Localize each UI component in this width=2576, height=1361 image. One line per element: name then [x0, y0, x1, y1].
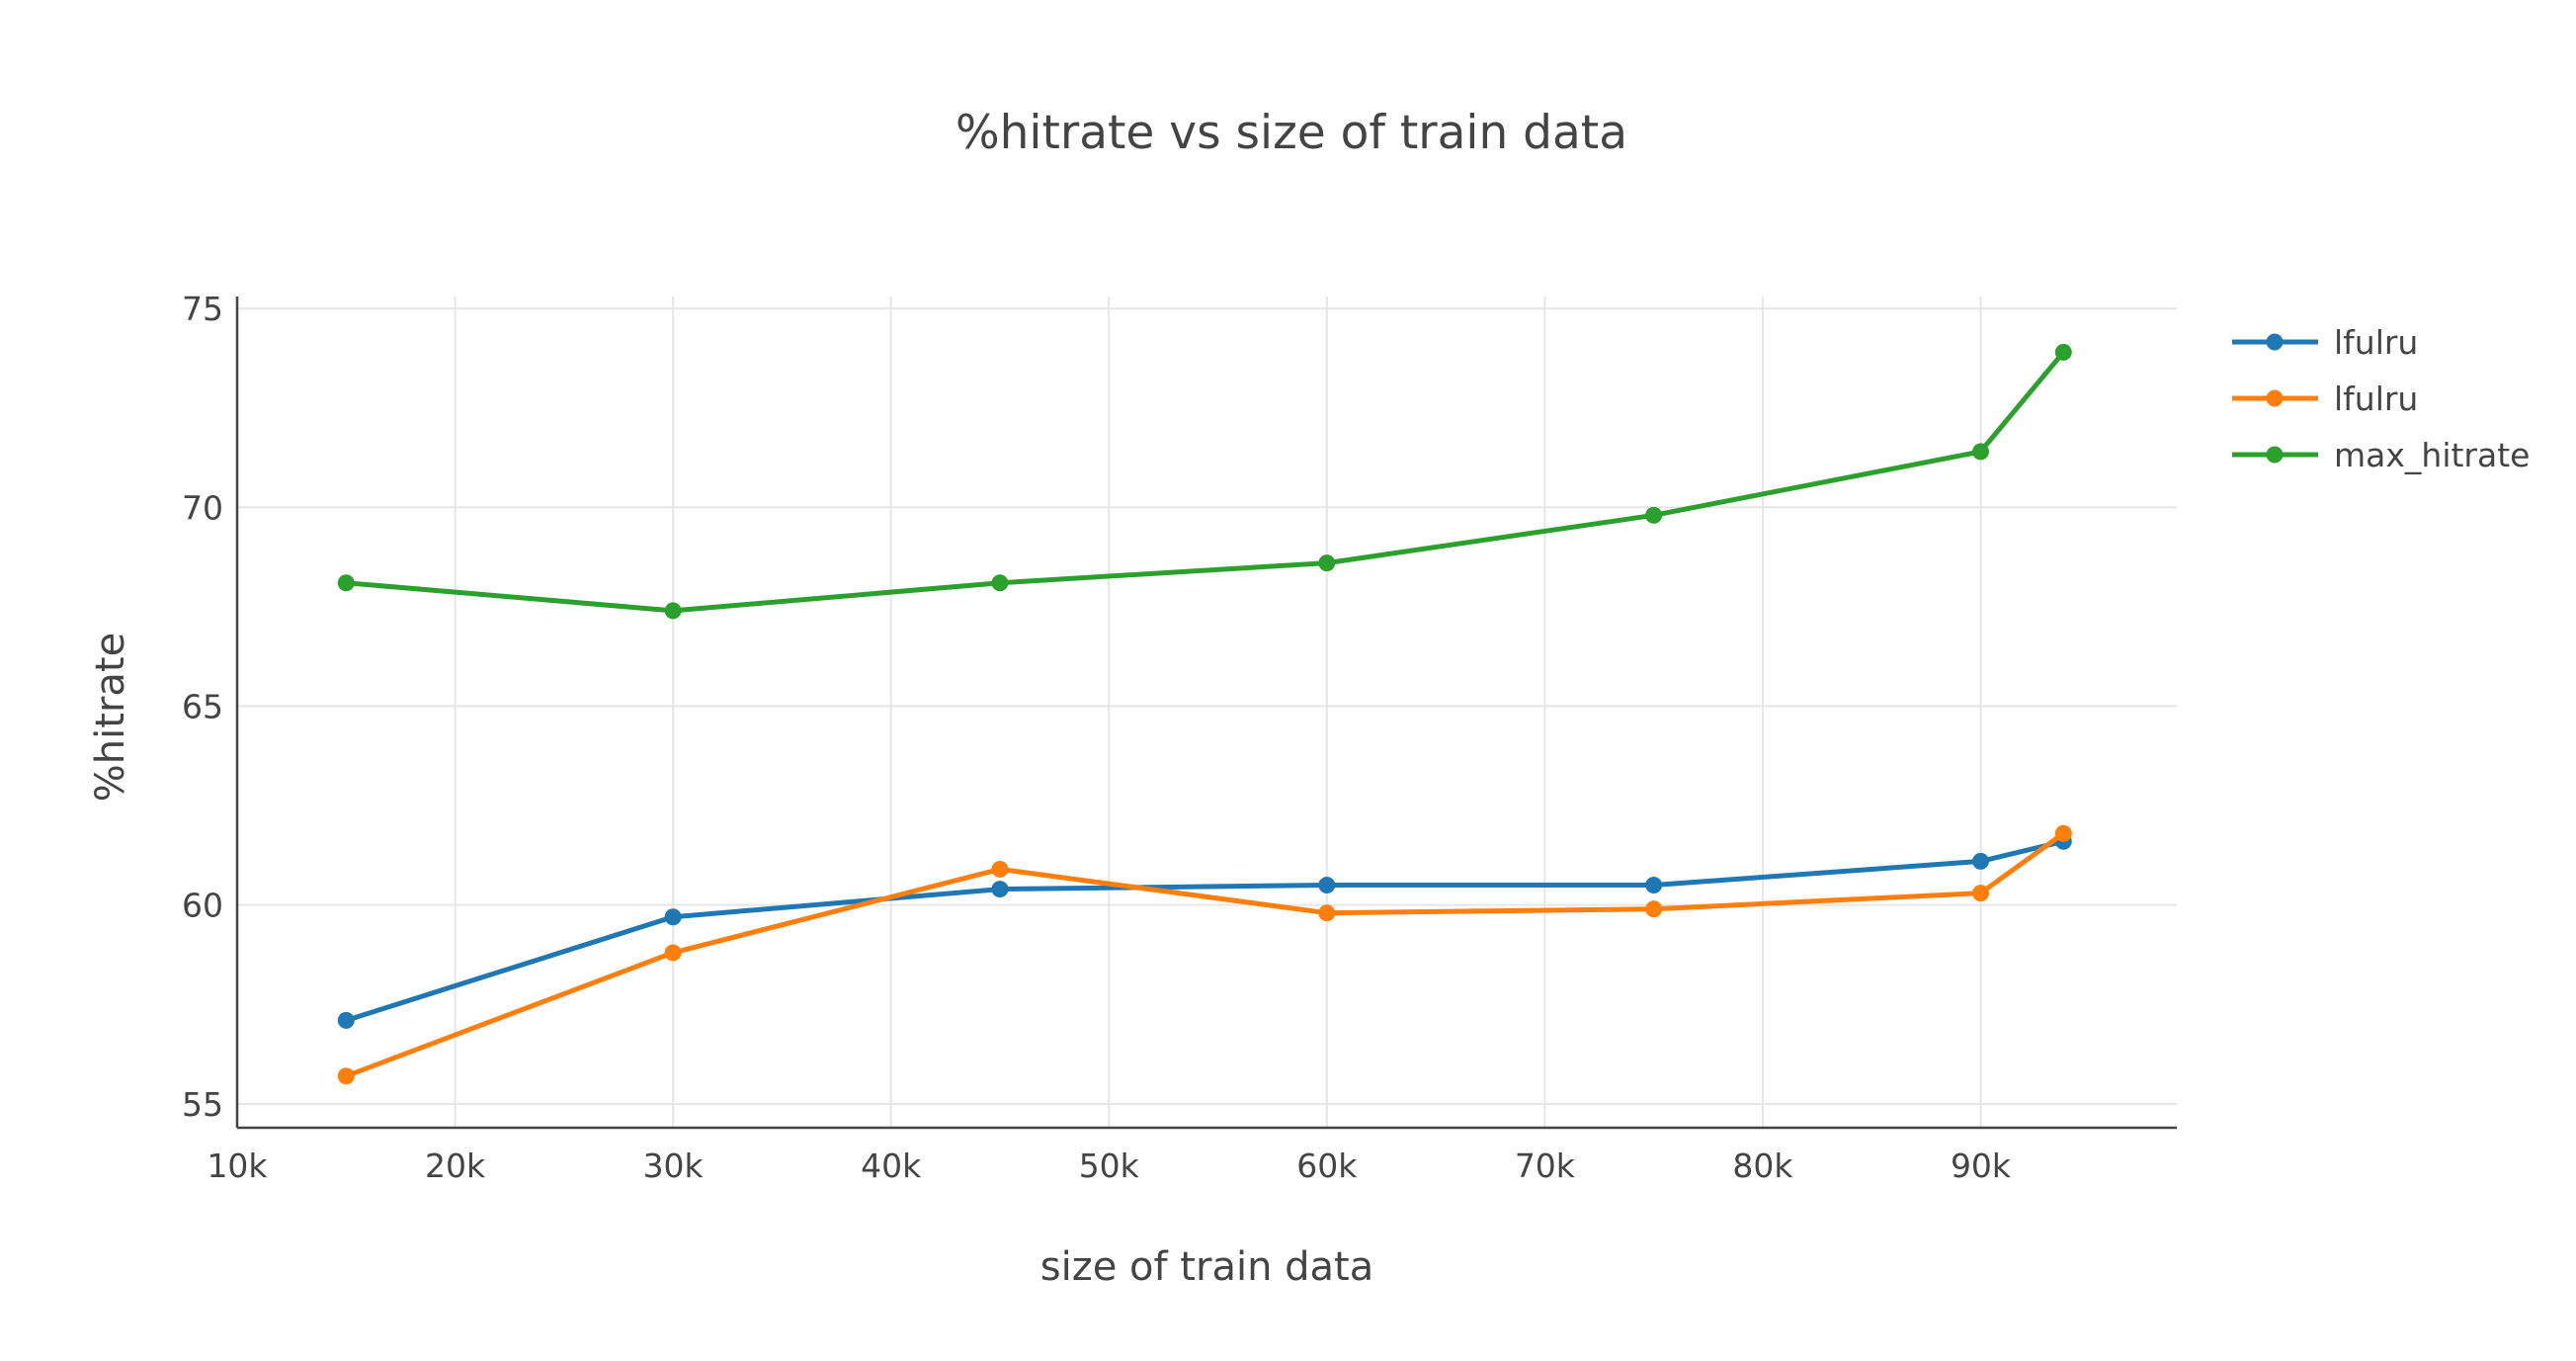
x-axis-title: size of train data — [1040, 1244, 1373, 1290]
legend-label: lfulru — [2334, 380, 2418, 418]
y-axis-title: %hitrate — [88, 633, 133, 802]
data-point[interactable] — [1971, 885, 1989, 902]
x-tick-label: 80k — [1732, 1147, 1793, 1185]
series-2 — [337, 824, 2072, 1085]
data-point[interactable] — [2054, 824, 2072, 842]
legend-label: max_hitrate — [2334, 436, 2530, 474]
legend-label: lfulru — [2334, 323, 2418, 362]
x-tick-label: 20k — [425, 1147, 486, 1185]
data-point[interactable] — [664, 908, 682, 926]
data-point[interactable] — [2054, 343, 2072, 361]
legend-swatch-marker — [2266, 389, 2284, 407]
x-tick-labels: 10k 20k 30k 40k 50k 60k 70k 80k 90k — [207, 1147, 2011, 1185]
data-point[interactable] — [1318, 554, 1336, 572]
y-tick-label: 55 — [182, 1085, 223, 1124]
data-point[interactable] — [991, 881, 1009, 898]
series-3 — [337, 343, 2072, 620]
y-tick-labels: 55 60 65 70 75 — [182, 290, 223, 1124]
x-tick-label: 90k — [1951, 1147, 2012, 1185]
legend-item[interactable]: lfulru — [2232, 323, 2418, 362]
x-tick-label: 40k — [861, 1147, 922, 1185]
series-line — [345, 831, 2065, 1079]
y-tick-label: 75 — [182, 290, 223, 328]
series-line — [346, 350, 2066, 614]
legend[interactable]: lfulru lfulru max_hitrate — [2232, 323, 2530, 474]
x-tick-label: 30k — [643, 1147, 705, 1185]
data-point[interactable] — [664, 602, 682, 620]
data-point[interactable] — [337, 574, 355, 592]
data-point[interactable] — [337, 1067, 355, 1085]
legend-swatch-marker — [2266, 333, 2284, 351]
axes — [235, 297, 2177, 1130]
series-1 — [337, 832, 2072, 1029]
data-point[interactable] — [337, 1011, 355, 1029]
data-point[interactable] — [1645, 506, 1663, 524]
x-tick-label: 50k — [1079, 1147, 1140, 1185]
grid — [237, 297, 2177, 1128]
y-tick-label: 70 — [182, 488, 223, 527]
data-point[interactable] — [1318, 877, 1336, 894]
legend-swatch-marker — [2266, 446, 2284, 464]
data-point[interactable] — [1645, 900, 1663, 918]
chart-title: %hitrate vs size of train data — [956, 106, 1627, 160]
data-point[interactable] — [1971, 443, 1989, 461]
data-point[interactable] — [664, 944, 682, 962]
series-line — [345, 838, 2064, 1023]
x-tick-label: 10k — [207, 1147, 268, 1185]
y-tick-label: 60 — [182, 887, 223, 925]
data-point[interactable] — [991, 860, 1009, 878]
data-point[interactable] — [991, 574, 1009, 592]
series — [337, 343, 2072, 1085]
data-point[interactable] — [1318, 904, 1336, 922]
legend-item[interactable]: max_hitrate — [2232, 436, 2530, 474]
data-point[interactable] — [1645, 877, 1663, 894]
x-tick-label: 60k — [1296, 1147, 1358, 1185]
y-tick-label: 65 — [182, 687, 223, 725]
data-point[interactable] — [1971, 852, 1989, 870]
x-tick-label: 70k — [1515, 1147, 1576, 1185]
legend-item[interactable]: lfulru — [2232, 380, 2418, 418]
